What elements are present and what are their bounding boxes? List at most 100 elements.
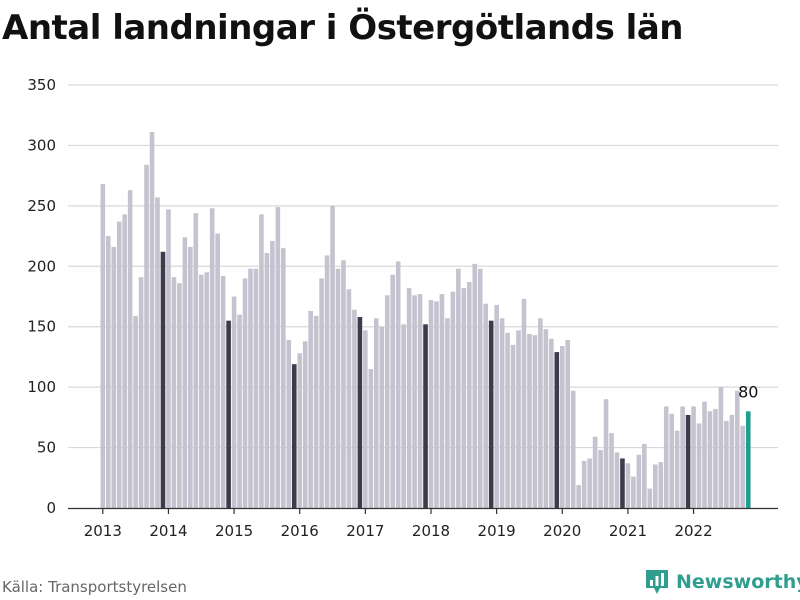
bar <box>193 213 199 509</box>
bar <box>406 288 412 508</box>
y-tick-label: 200 <box>27 257 56 275</box>
x-tick-label: 2016 <box>281 522 319 540</box>
bar <box>286 340 292 508</box>
bar <box>204 272 210 508</box>
bar <box>259 214 264 508</box>
bar <box>642 443 647 508</box>
bar <box>510 344 516 508</box>
bar <box>412 295 417 508</box>
bar <box>685 414 691 508</box>
newsworthy-logo-icon <box>646 570 668 594</box>
bar <box>516 330 521 508</box>
bar <box>472 263 478 508</box>
bar <box>335 268 341 508</box>
bar <box>352 309 357 508</box>
bar <box>745 411 751 508</box>
bar <box>554 352 560 508</box>
bar <box>144 164 149 508</box>
bar <box>346 289 352 508</box>
y-tick-label: 50 <box>37 439 56 457</box>
y-tick-label: 350 <box>27 76 56 94</box>
bar <box>417 294 423 508</box>
bar <box>740 425 746 508</box>
bar <box>209 208 215 508</box>
bar <box>461 288 467 508</box>
bar <box>231 296 237 508</box>
bar <box>308 311 313 508</box>
bar <box>620 458 625 508</box>
bar <box>220 275 226 508</box>
bar <box>155 197 160 508</box>
bars <box>100 132 751 509</box>
bar <box>663 406 669 508</box>
bar <box>395 261 401 508</box>
bar <box>384 295 390 508</box>
bar <box>636 454 642 508</box>
bar <box>368 369 374 508</box>
bar <box>171 277 177 508</box>
bar <box>488 320 494 508</box>
bar <box>456 268 461 508</box>
bar <box>466 282 472 508</box>
bar <box>122 214 127 508</box>
bar <box>177 283 182 508</box>
bar <box>450 291 456 508</box>
x-tick-label: 2020 <box>543 522 581 540</box>
bar <box>565 340 571 508</box>
bar <box>248 268 253 508</box>
x-tick-label: 2022 <box>674 522 712 540</box>
source-note: Källa: Transportstyrelsen <box>2 578 187 596</box>
annotations: 80 <box>738 382 758 401</box>
bar <box>696 423 702 508</box>
bar <box>330 205 335 509</box>
x-tick-label: 2013 <box>84 522 122 540</box>
bar <box>532 335 538 508</box>
bar <box>445 318 450 508</box>
bar <box>718 387 724 508</box>
bar <box>724 420 729 508</box>
bar <box>603 399 609 508</box>
x-tick-label: 2019 <box>478 522 516 540</box>
x-tick-label: 2017 <box>346 522 384 540</box>
bar <box>100 184 106 508</box>
bar <box>149 132 155 508</box>
bar <box>374 318 379 508</box>
bar <box>669 413 674 508</box>
bar <box>538 318 543 508</box>
brand-logo[interactable]: Newsworthy <box>644 568 800 596</box>
bar <box>127 190 133 508</box>
bar <box>275 207 281 508</box>
bar <box>226 320 231 508</box>
bar <box>559 346 565 508</box>
bar <box>281 248 286 508</box>
last-value-label: 80 <box>738 382 758 401</box>
bar <box>549 338 554 508</box>
y-tick-label: 250 <box>27 197 56 215</box>
bar <box>570 390 576 508</box>
bar <box>401 324 406 508</box>
bar <box>363 330 368 508</box>
y-tick-label: 0 <box>46 499 56 517</box>
bar <box>631 476 636 508</box>
bar <box>428 300 434 508</box>
bar <box>598 449 603 508</box>
bar <box>324 255 330 508</box>
bar <box>483 303 488 508</box>
y-tick-label: 300 <box>27 136 56 154</box>
bar <box>302 341 308 508</box>
bar <box>111 246 117 508</box>
bar <box>680 406 685 508</box>
bar <box>291 364 297 508</box>
bar <box>674 430 680 508</box>
bar <box>729 414 735 508</box>
bar <box>713 408 718 508</box>
bar <box>313 315 319 508</box>
bar <box>581 460 587 508</box>
bar <box>341 260 346 508</box>
bar <box>576 485 581 508</box>
bar <box>215 233 220 508</box>
bar <box>494 304 499 508</box>
bar <box>691 406 696 508</box>
bar <box>198 274 204 508</box>
